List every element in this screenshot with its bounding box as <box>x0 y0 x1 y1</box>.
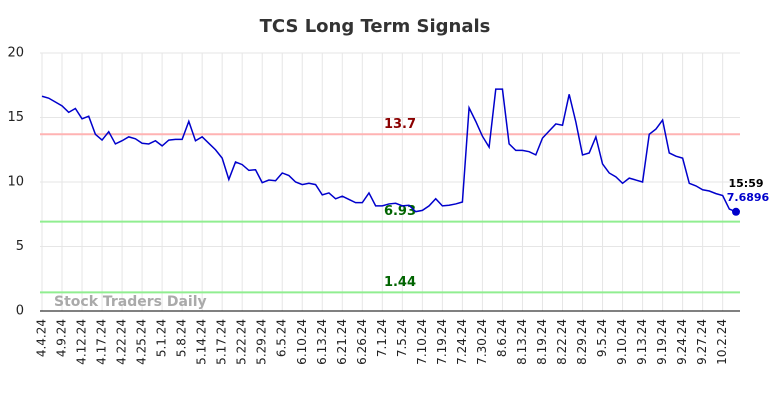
x-tick-label: 5.29.24 <box>255 319 269 365</box>
x-tick-label: 4.4.24 <box>35 319 49 357</box>
y-tick-label: 20 <box>7 46 24 61</box>
x-tick-label: 6.10.24 <box>295 319 309 365</box>
x-tick-label: 9.10.24 <box>615 319 629 365</box>
x-tick-label: 9.5.24 <box>595 319 609 357</box>
reference-label: 13.7 <box>384 117 416 132</box>
x-tick-label: 7.1.24 <box>375 319 389 357</box>
x-tick-label: 5.17.24 <box>215 319 229 365</box>
x-tick-label: 9.24.24 <box>675 319 689 365</box>
x-tick-label: 6.21.24 <box>335 319 349 365</box>
x-tick-label: 5.8.24 <box>175 319 189 357</box>
x-tick-label: 10.2.24 <box>715 319 729 365</box>
x-tick-label: 8.22.24 <box>555 319 569 365</box>
x-tick-label: 7.5.24 <box>395 319 409 357</box>
x-tick-label: 4.9.24 <box>55 319 69 357</box>
x-tick-label: 5.22.24 <box>235 319 249 365</box>
x-tick-label: 4.25.24 <box>135 319 149 365</box>
x-tick-label: 8.19.24 <box>535 319 549 365</box>
x-tick-label: 6.26.24 <box>355 319 369 365</box>
x-tick-label: 9.19.24 <box>655 319 669 365</box>
x-tick-label: 7.30.24 <box>475 319 489 365</box>
x-tick-label: 7.10.24 <box>415 319 429 365</box>
x-tick-label: 4.22.24 <box>115 319 129 365</box>
x-tick-label: 5.14.24 <box>195 319 209 365</box>
y-tick-label: 10 <box>7 175 24 190</box>
reference-label: 1.44 <box>384 275 416 290</box>
x-tick-label: 7.24.24 <box>455 319 469 365</box>
x-tick-label: 8.13.24 <box>515 319 529 365</box>
last-value: 7.6896 <box>727 191 770 204</box>
x-tick-label: 7.19.24 <box>435 319 449 365</box>
x-tick-label: 9.27.24 <box>695 319 709 365</box>
watermark: Stock Traders Daily <box>54 294 207 310</box>
x-tick-label: 6.13.24 <box>315 319 329 365</box>
x-tick-label: 4.17.24 <box>95 319 109 365</box>
chart-title: TCS Long Term Signals <box>260 16 491 37</box>
y-tick-label: 5 <box>16 239 24 254</box>
x-tick-label: 4.12.24 <box>75 319 89 365</box>
last-point <box>732 207 740 216</box>
y-tick-label: 15 <box>7 110 24 125</box>
x-tick-label: 6.5.24 <box>275 319 289 357</box>
x-tick-label: 5.1.24 <box>155 319 169 357</box>
price-line <box>41 88 737 213</box>
x-tick-label: 8.29.24 <box>575 319 589 365</box>
y-tick-label: 0 <box>16 304 24 319</box>
reference-label: 6.93 <box>384 204 416 219</box>
x-tick-label: 8.6.24 <box>495 319 509 357</box>
last-time: 15:59 <box>728 177 763 190</box>
x-tick-label: 9.13.24 <box>635 319 649 365</box>
